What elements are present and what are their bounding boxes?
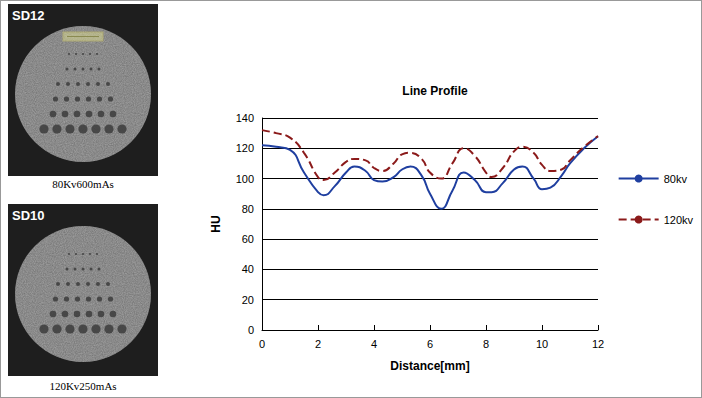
svg-text:100: 100	[236, 173, 254, 185]
svg-text:8: 8	[483, 338, 489, 350]
svg-text:40: 40	[242, 263, 254, 275]
svg-text:SD10: SD10	[12, 208, 45, 223]
svg-text:80: 80	[242, 203, 254, 215]
svg-text:0: 0	[248, 324, 254, 336]
svg-text:120kv: 120kv	[664, 214, 694, 226]
svg-text:4: 4	[371, 338, 377, 350]
svg-text:120Kv250mAs: 120Kv250mAs	[49, 380, 116, 392]
svg-text:12: 12	[592, 338, 604, 350]
svg-text:10: 10	[536, 338, 548, 350]
svg-text:80Kv600mAs: 80Kv600mAs	[52, 178, 114, 190]
svg-text:20: 20	[242, 294, 254, 306]
svg-text:6: 6	[427, 338, 433, 350]
svg-text:140: 140	[236, 112, 254, 124]
svg-text:0: 0	[259, 338, 265, 350]
svg-text:Line Profile: Line Profile	[402, 84, 468, 98]
svg-text:120: 120	[236, 142, 254, 154]
svg-text:SD12: SD12	[12, 8, 45, 23]
svg-text:2: 2	[315, 338, 321, 350]
svg-text:Distance[mm]: Distance[mm]	[390, 359, 469, 373]
svg-text:80kv: 80kv	[664, 173, 688, 185]
svg-text:60: 60	[242, 233, 254, 245]
svg-text:HU: HU	[209, 215, 223, 232]
